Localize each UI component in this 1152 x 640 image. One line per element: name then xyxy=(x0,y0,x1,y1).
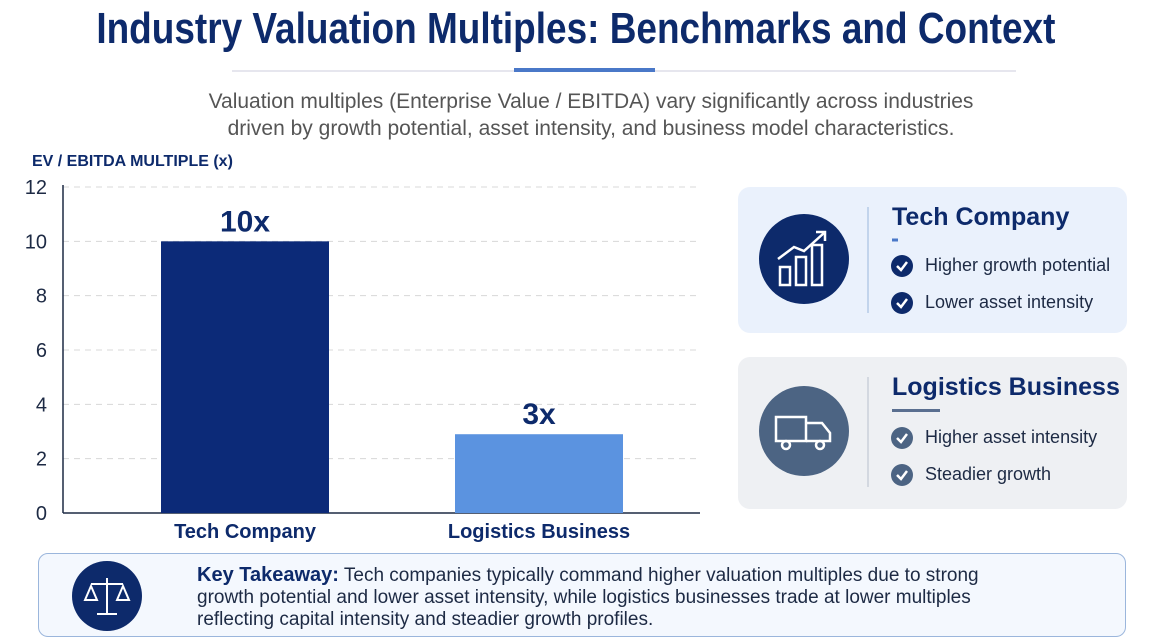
value-label: 10x xyxy=(220,205,270,238)
title: Industry Valuation Multiples: Benchmarks… xyxy=(0,4,1152,54)
card-point: Higher asset intensity xyxy=(925,427,1098,447)
check-icon xyxy=(891,292,913,314)
takeaway-body: Tech companies typically command higher … xyxy=(197,565,979,630)
bar xyxy=(455,434,623,513)
y-tick-label: 6 xyxy=(36,340,47,362)
takeaway-text: Key Takeaway: Tech companies typically c… xyxy=(197,564,1037,631)
chart: EV / EBITDA MULTIPLE (x) 0 2 4 6 8 10 12 Tech Co… xyxy=(25,153,700,543)
x-tick-label: Tech Company xyxy=(174,521,317,543)
card-icon xyxy=(759,377,869,487)
y-tick-label: 10 xyxy=(25,231,47,253)
y-tick-label: 0 xyxy=(36,503,47,525)
card: Tech Company Higher growth potential Lowe… xyxy=(738,187,1127,333)
y-tick-label: 2 xyxy=(36,449,47,471)
card-title: Tech Company xyxy=(892,203,1070,231)
check-icon xyxy=(891,427,913,449)
card-icon xyxy=(759,207,898,313)
takeaway-icon xyxy=(72,561,142,631)
subtitle: Valuation multiples (Enterprise Value / … xyxy=(208,90,974,140)
card: Logistics Business Higher asset intensit… xyxy=(738,357,1127,509)
y-tick-label: 12 xyxy=(25,177,47,199)
takeaway-label: Key Takeaway: xyxy=(197,564,339,586)
card-underline xyxy=(892,409,940,412)
y-tick-label: 4 xyxy=(36,394,47,416)
y-tick-label: 8 xyxy=(36,286,47,308)
check-icon xyxy=(891,464,913,486)
value-label: 3x xyxy=(522,398,556,431)
bar xyxy=(161,241,329,513)
title-text: Industry Valuation Multiples: Benchmarks… xyxy=(96,4,1056,53)
y-axis-label: EV / EBITDA MULTIPLE (x) xyxy=(32,153,233,170)
x-tick-label: Logistics Business xyxy=(448,521,630,543)
card-point: Higher growth potential xyxy=(925,255,1111,275)
card-point: Steadier growth xyxy=(925,464,1052,484)
card-title: Logistics Business xyxy=(892,373,1120,401)
card-point: Lower asset intensity xyxy=(925,292,1094,312)
takeaway: Key Takeaway: Tech companies typically c… xyxy=(38,553,1126,637)
title-rule xyxy=(232,68,1016,72)
check-icon xyxy=(891,255,913,277)
